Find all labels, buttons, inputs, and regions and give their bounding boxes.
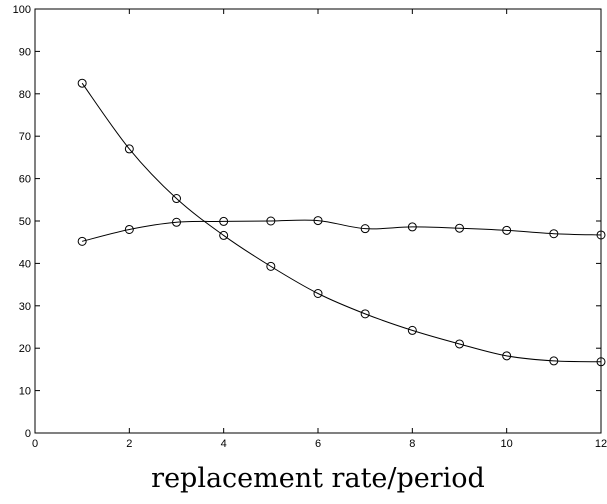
x-axis-label: replacement rate/period (151, 463, 485, 494)
data-point (124, 144, 134, 154)
data-point (455, 223, 464, 233)
y-tick-label: 0 (25, 428, 31, 440)
x-tick-label: 4 (221, 438, 227, 450)
data-point (455, 339, 464, 349)
y-tick-label: 30 (19, 301, 31, 313)
data-point (596, 230, 606, 240)
x-tick-label: 8 (409, 438, 415, 450)
data-point (502, 351, 512, 361)
x-tick-label: 10 (501, 438, 513, 450)
y-tick-label: 50 (19, 216, 31, 228)
data-point (77, 78, 87, 88)
y-tick-label: 80 (19, 89, 31, 101)
y-tick-label: 100 (13, 4, 31, 16)
x-tick-label: 0 (32, 438, 38, 450)
data-point (219, 216, 229, 226)
series-layer (77, 78, 606, 367)
series-1 (77, 78, 606, 367)
y-tick-label: 90 (19, 46, 31, 58)
data-point (549, 356, 559, 366)
data-point (313, 216, 323, 226)
data-point (124, 224, 134, 234)
series-2 (77, 216, 606, 246)
data-point (172, 217, 181, 227)
data-point (502, 225, 512, 235)
series-line (82, 219, 602, 242)
data-point (360, 309, 370, 319)
data-point (407, 325, 417, 335)
x-axis-ticks: 0 2 4 6 8 10 12 (32, 9, 607, 450)
data-point (360, 224, 370, 234)
y-tick-label: 10 (19, 386, 31, 398)
data-point (77, 236, 87, 246)
x-tick-label: 12 (595, 438, 607, 450)
data-point (266, 216, 276, 226)
y-tick-label: 20 (19, 343, 31, 355)
data-point (596, 357, 606, 367)
x-tick-label: 6 (315, 438, 321, 450)
y-tick-label: 60 (19, 174, 31, 186)
data-point (549, 229, 559, 239)
data-point (407, 222, 417, 232)
y-axis-ticks: 0 10 20 30 40 50 60 70 80 90 100 (13, 4, 601, 440)
data-point (219, 230, 229, 240)
x-tick-label: 2 (126, 438, 132, 450)
series-line (81, 82, 602, 363)
data-point (172, 194, 181, 204)
data-point (266, 261, 276, 271)
y-tick-label: 70 (19, 131, 31, 143)
data-point (313, 289, 323, 299)
y-tick-label: 40 (19, 258, 31, 270)
